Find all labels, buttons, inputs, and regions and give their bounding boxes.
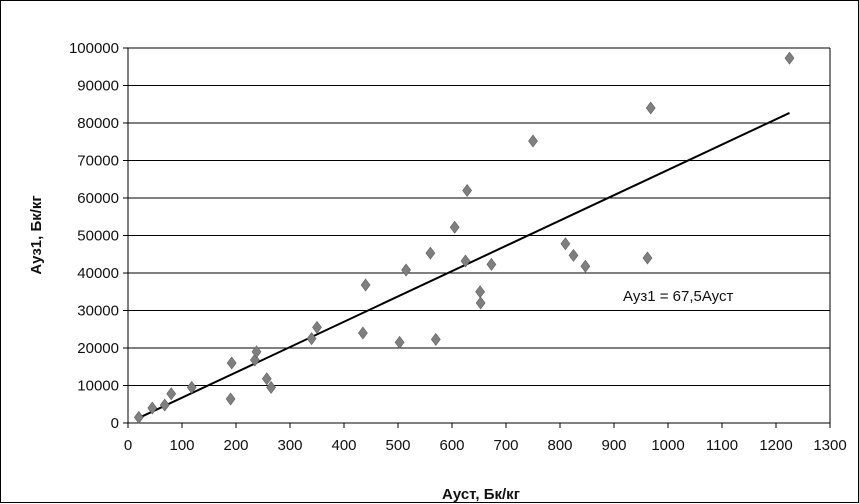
- data-point: [560, 237, 571, 251]
- x-tick-label: 600: [439, 437, 464, 454]
- y-axis-ticks: 0 10000 20000 30000 40000 50000 60000 70000 8000…: [69, 40, 128, 432]
- grid-lines: [128, 47, 831, 423]
- data-point: [568, 248, 579, 262]
- y-tick-label: 20000: [77, 340, 119, 357]
- data-point: [225, 392, 236, 406]
- data-point: [784, 51, 795, 65]
- x-axis-ticks: 0 100 200 300 400 500 600 700 800 900 1000 1100 1200…: [124, 423, 847, 454]
- x-tick-label: 500: [385, 437, 410, 454]
- data-point: [226, 356, 237, 370]
- data-point: [133, 410, 144, 424]
- data-point: [430, 332, 441, 346]
- data-point: [462, 184, 472, 197]
- data-point: [159, 398, 170, 412]
- data-point: [360, 278, 371, 292]
- data-point: [475, 296, 486, 310]
- data-point: [528, 134, 538, 148]
- y-tick-label: 0: [111, 415, 119, 432]
- data-point: [251, 345, 262, 359]
- data-point: [266, 380, 276, 394]
- x-tick-label: 1000: [651, 437, 684, 454]
- data-point: [394, 335, 405, 349]
- y-tick-label: 70000: [77, 153, 119, 170]
- x-axis-title: Ауст, Бк/кг: [442, 486, 520, 503]
- data-point: [449, 220, 460, 234]
- y-tick-label: 90000: [77, 78, 119, 95]
- data-point: [306, 332, 317, 346]
- trendline-equation: Ауз1 = 67,5Ауст: [623, 288, 734, 305]
- data-point: [261, 372, 272, 386]
- data-point: [358, 326, 368, 340]
- y-tick-label: 40000: [77, 265, 119, 282]
- x-tick-label: 400: [331, 437, 356, 454]
- x-tick-label: 700: [493, 437, 518, 454]
- data-point: [642, 251, 653, 265]
- data-point: [312, 320, 322, 334]
- y-axis-title: Ауз1, Бк/кг: [28, 195, 45, 274]
- data-point: [401, 263, 411, 277]
- x-tick-label: 800: [547, 437, 572, 454]
- data-point: [147, 401, 158, 415]
- data-point: [580, 259, 591, 273]
- y-tick-label: 10000: [77, 378, 119, 395]
- x-tick-label: 900: [601, 437, 626, 454]
- x-tick-label: 200: [223, 437, 248, 454]
- y-tick-label: 50000: [77, 228, 119, 245]
- y-tick-label: 60000: [77, 190, 119, 207]
- x-tick-label: 100: [169, 437, 194, 454]
- x-tick-label: 1300: [813, 437, 846, 454]
- data-point: [645, 101, 656, 115]
- data-point: [425, 246, 436, 260]
- x-tick-label: 0: [124, 437, 132, 454]
- data-point: [186, 380, 197, 394]
- data-point: [486, 257, 497, 271]
- data-points: [133, 51, 795, 424]
- x-tick-label: 1100: [706, 437, 738, 454]
- data-point: [166, 387, 177, 401]
- data-point: [475, 285, 485, 299]
- y-tick-label: 100000: [69, 40, 119, 57]
- data-point: [460, 254, 471, 268]
- y-tick-label: 80000: [77, 115, 119, 132]
- y-tick-label: 30000: [77, 303, 119, 320]
- x-tick-label: 1200: [759, 437, 792, 454]
- x-tick-label: 300: [277, 437, 302, 454]
